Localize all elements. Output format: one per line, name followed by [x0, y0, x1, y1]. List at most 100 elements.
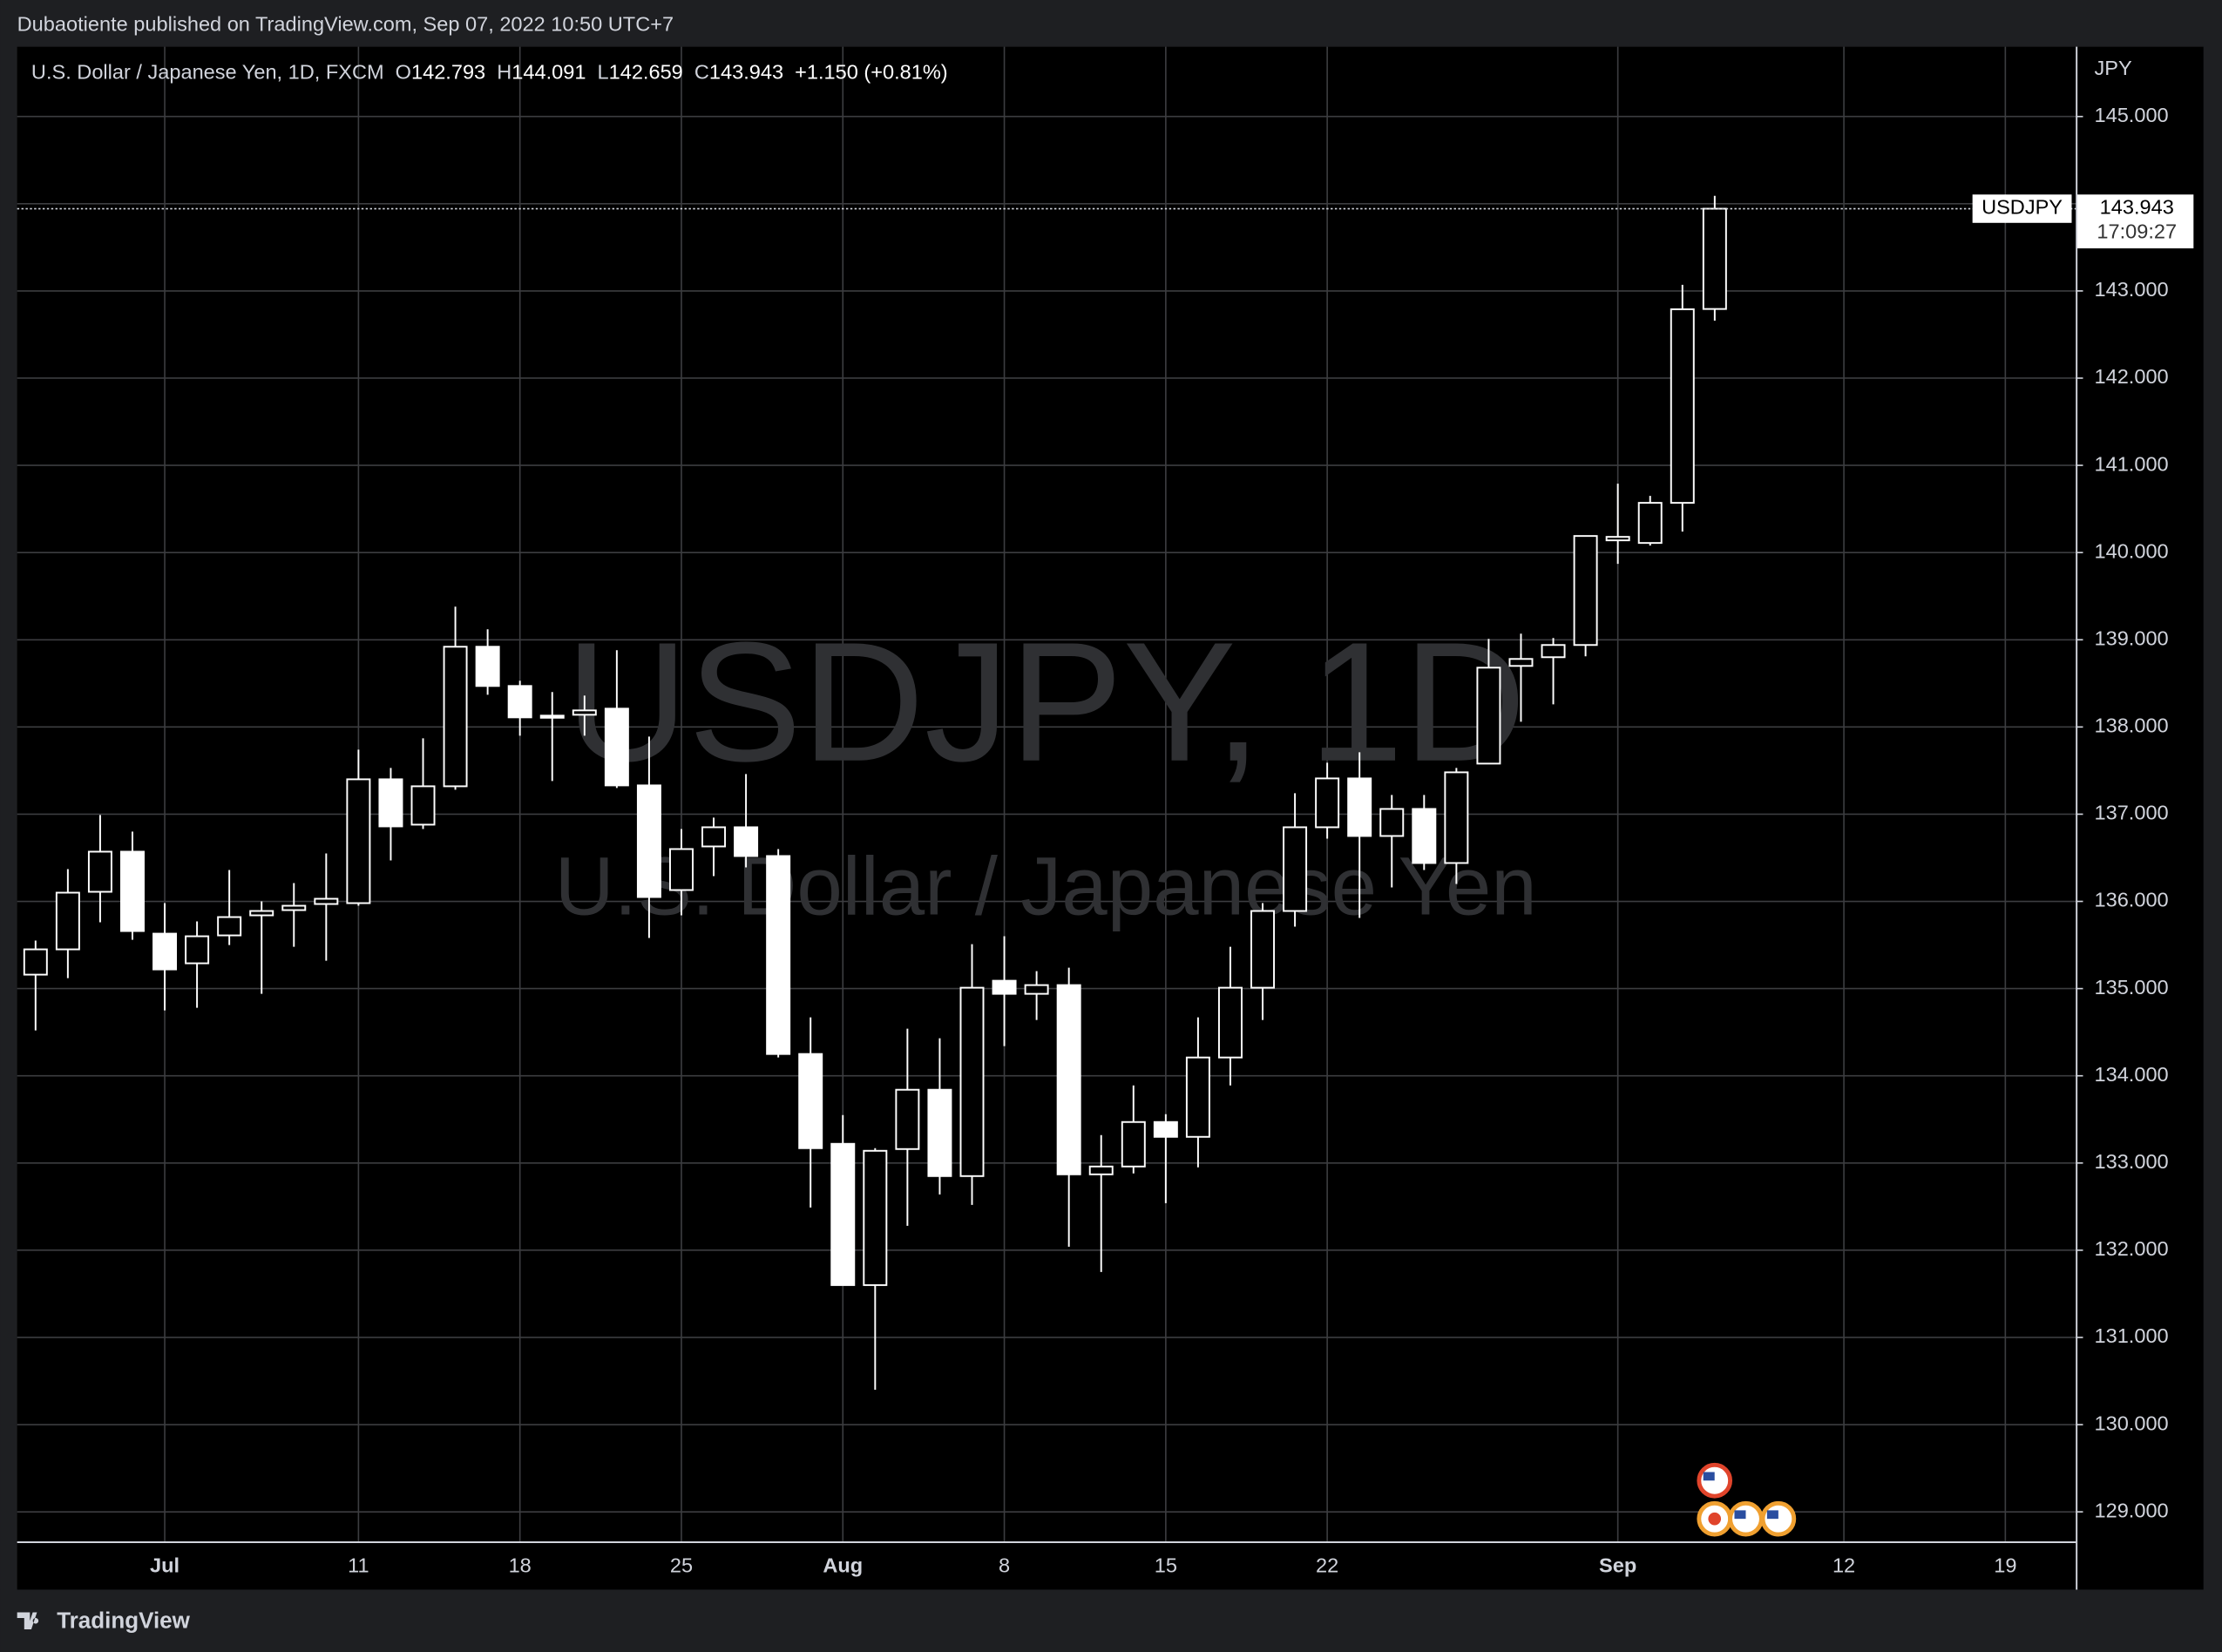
- candle-body: [410, 785, 436, 826]
- candle-body: [959, 986, 985, 1177]
- x-tick-label: 11: [348, 1554, 369, 1577]
- candle-body: [636, 784, 661, 898]
- event-icons: [1697, 1462, 1797, 1537]
- candle-body: [281, 904, 307, 911]
- candle-body: [830, 1142, 856, 1286]
- candle-body: [895, 1088, 920, 1150]
- legend-close: 143.943: [709, 61, 783, 84]
- candle-body: [249, 910, 274, 917]
- legend-low: 142.659: [609, 61, 683, 84]
- x-tick-label: 15: [1155, 1554, 1177, 1577]
- axis-unit: JPY: [2094, 57, 2131, 79]
- candle-body: [346, 778, 371, 904]
- candle-body: [120, 850, 145, 932]
- candle-body: [1508, 658, 1534, 667]
- candle-body: [378, 778, 403, 828]
- legend-l: L: [598, 61, 609, 84]
- legend-high: 144.091: [511, 61, 586, 84]
- y-tick-label: 145.000: [2094, 104, 2168, 126]
- candle-body: [1056, 984, 1081, 1175]
- price-label: USDJPY: [1982, 196, 2063, 219]
- candle-body: [1217, 986, 1243, 1059]
- candle-body: [1637, 502, 1663, 545]
- candle-body: [1605, 536, 1630, 542]
- candle-body: [1315, 777, 1340, 829]
- brand: TradingView: [57, 1608, 190, 1634]
- candle-body: [1283, 826, 1308, 912]
- candle-body: [863, 1149, 888, 1286]
- x-tick-label: 8: [999, 1554, 1010, 1577]
- candle-body: [992, 979, 1017, 995]
- plot-area: [17, 46, 2204, 1590]
- candle-body: [1347, 777, 1372, 837]
- x-tick-label: 19: [1994, 1554, 2016, 1577]
- candle-body: [87, 850, 112, 893]
- candle-body: [1185, 1056, 1210, 1138]
- candles: [17, 195, 2076, 1391]
- y-tick-label: 135.000: [2094, 976, 2168, 999]
- candle-body: [185, 935, 210, 965]
- published-line: Dubaotiente published on TradingView.com…: [17, 12, 674, 35]
- x-tick-label: 18: [509, 1554, 532, 1577]
- x-tick-label: Jul: [150, 1554, 180, 1577]
- candle-body: [23, 948, 48, 976]
- candle-body: [475, 646, 500, 687]
- legend-open: 142.793: [411, 61, 485, 84]
- y-tick-label: 140.000: [2094, 539, 2168, 562]
- candle-body: [1024, 984, 1049, 995]
- y-tick-label: 136.000: [2094, 889, 2168, 911]
- y-tick-label: 141.000: [2094, 452, 2168, 475]
- y-tick-label: 139.000: [2094, 626, 2168, 649]
- x-tick-label: 22: [1316, 1554, 1338, 1577]
- legend-o: O: [396, 61, 411, 84]
- candle-body: [701, 826, 727, 848]
- candle-body: [443, 646, 468, 788]
- flag-canton: [1734, 1510, 1746, 1520]
- candle-body: [798, 1053, 823, 1149]
- candle-body: [217, 916, 242, 937]
- candle-body: [314, 897, 339, 905]
- footer-bar: [0, 1589, 2222, 1652]
- legend-h: H: [497, 61, 511, 84]
- watermark-symbol: USDJPY, 1D: [566, 607, 1526, 797]
- y-tick-label: 137.000: [2094, 802, 2168, 824]
- candle-body: [734, 826, 759, 857]
- legend-change: +1.150 (+0.81%): [795, 61, 948, 84]
- flag-canton: [1703, 1472, 1715, 1481]
- y-tick-label: 129.000: [2094, 1499, 2168, 1521]
- candle-body: [1702, 207, 1727, 310]
- price-tag-box: [2076, 194, 2194, 249]
- candle-body: [668, 848, 694, 891]
- flag-canton: [1766, 1510, 1778, 1520]
- candle-body: [507, 685, 532, 719]
- x-tick-label: 25: [670, 1554, 693, 1577]
- price-label-box: [1972, 194, 2072, 223]
- y-tick-label: 142.000: [2094, 365, 2168, 388]
- x-tick-label: 12: [1832, 1554, 1855, 1577]
- legend-c: C: [694, 61, 709, 84]
- y-tick-label: 132.000: [2094, 1237, 2168, 1260]
- x-tick-label: Aug: [823, 1554, 863, 1577]
- candle-body: [604, 708, 629, 787]
- candle-body: [1088, 1165, 1114, 1175]
- y-tick-label: 138.000: [2094, 714, 2168, 737]
- candle-body: [927, 1088, 952, 1177]
- candle-body: [1444, 771, 1469, 864]
- candle-body: [1476, 667, 1501, 765]
- event-icon-dot: [1708, 1512, 1722, 1526]
- y-tick-label: 133.000: [2094, 1150, 2168, 1173]
- candle-body: [1573, 535, 1598, 647]
- countdown: 17:09:27: [2097, 220, 2177, 242]
- candle-body: [1121, 1121, 1146, 1168]
- y-tick-label: 131.000: [2094, 1324, 2168, 1347]
- y-tick-label: 134.000: [2094, 1063, 2168, 1086]
- legend: U.S. Dollar / Japanese Yen, 1D, FXCM O14…: [31, 61, 948, 84]
- candle-body: [766, 855, 791, 1055]
- price-tag: 143.943: [2100, 196, 2174, 219]
- watermark-name: U.S. Dollar / Japanese Yen: [555, 840, 1537, 931]
- candle-body: [1541, 644, 1566, 659]
- y-tick-label: 143.000: [2094, 278, 2168, 301]
- x-tick-label: Sep: [1599, 1554, 1636, 1577]
